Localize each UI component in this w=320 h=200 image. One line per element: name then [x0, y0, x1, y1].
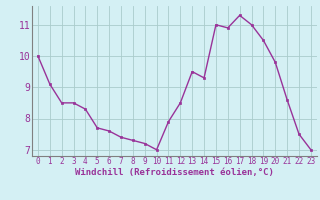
X-axis label: Windchill (Refroidissement éolien,°C): Windchill (Refroidissement éolien,°C) — [75, 168, 274, 177]
